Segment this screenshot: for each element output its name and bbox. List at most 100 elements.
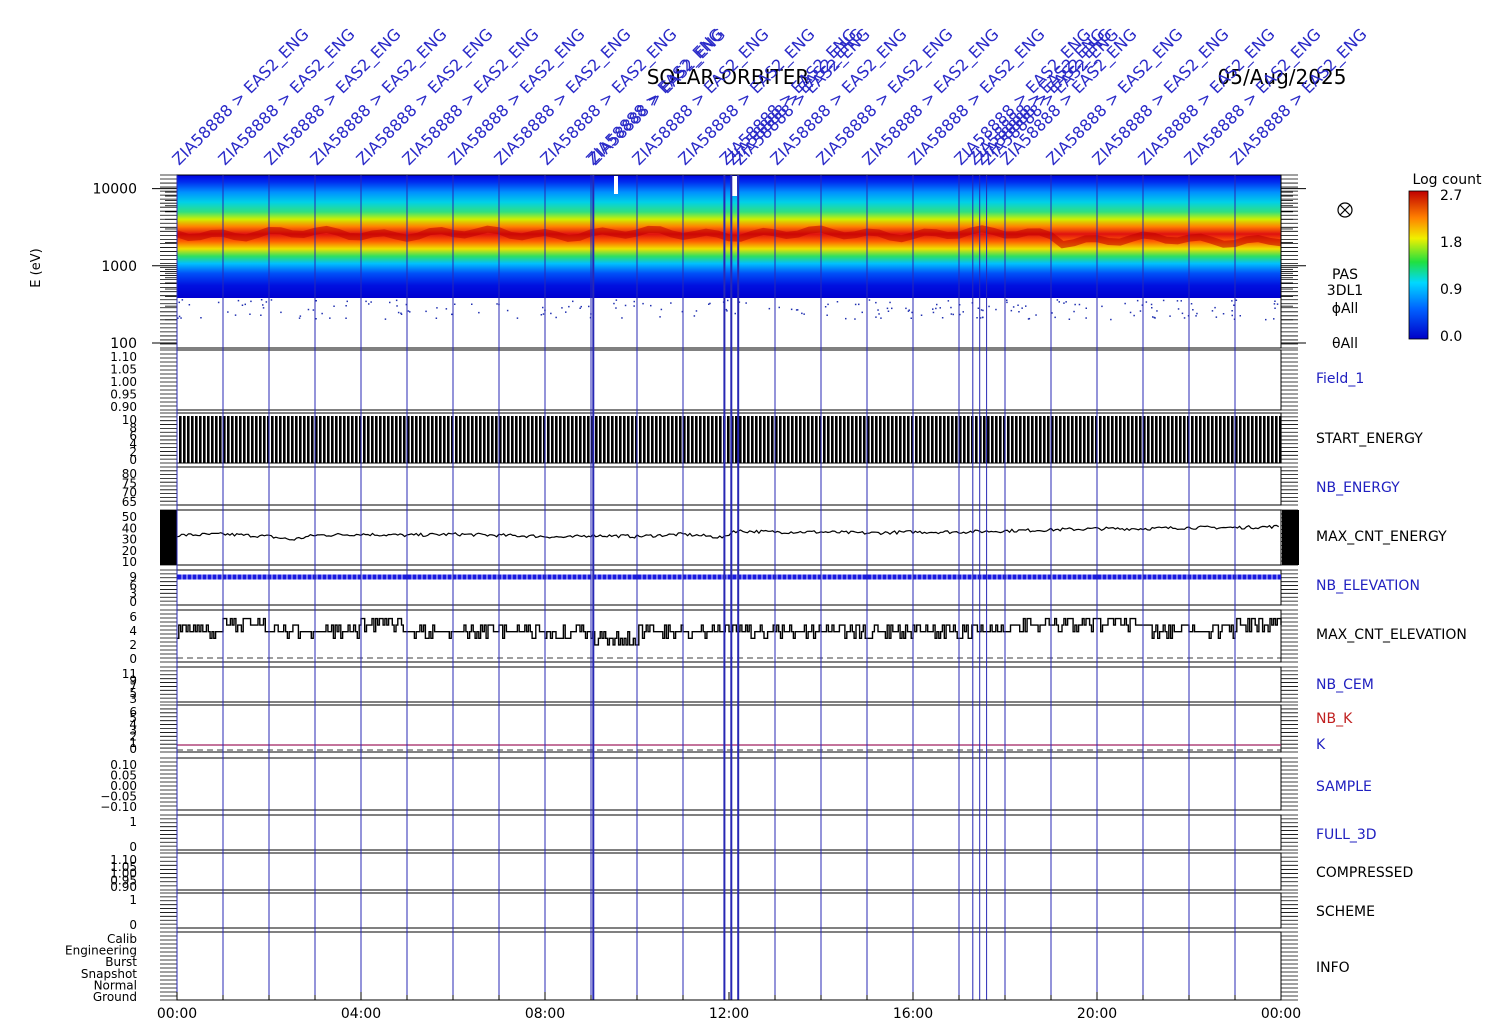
start-energy-bar (831, 416, 834, 463)
start-energy-bar (947, 416, 950, 463)
start-energy-bar (407, 416, 410, 463)
start-energy-bar (1059, 416, 1062, 463)
spectrogram-speck (910, 317, 912, 319)
start-energy-bar (851, 416, 854, 463)
spectrogram-speck (1169, 315, 1171, 317)
start-energy-bar (535, 416, 538, 463)
start-energy-bar (1131, 416, 1134, 463)
spectrogram-speck (1222, 313, 1225, 315)
spectrogram-speck (1196, 312, 1198, 315)
spectrogram-speck (1235, 299, 1238, 301)
start-energy-bar (827, 416, 830, 463)
start-energy-bar (183, 416, 186, 463)
spectrogram-speck (932, 311, 935, 314)
start-energy-bar (903, 416, 906, 463)
start-energy-bar (875, 416, 878, 463)
max-cnt-energy-line (176, 524, 1279, 541)
y-tick-label: Engineering (65, 944, 137, 958)
start-energy-bar (863, 416, 866, 463)
colorbar-title: Log count (1413, 172, 1482, 188)
start-energy-bar (1211, 416, 1214, 463)
start-energy-bar (1051, 416, 1054, 463)
spectrogram-speck (177, 317, 179, 319)
spectrogram-speck (1056, 299, 1059, 301)
spectrogram-speck (920, 314, 923, 316)
start-energy-bar (515, 416, 518, 463)
spectrogram-speck (407, 310, 410, 312)
spectrogram-speck (877, 309, 879, 311)
spectrogram-speck (932, 308, 934, 310)
spectrogram-speck (880, 317, 882, 319)
start-energy-bar (1279, 416, 1282, 463)
y-tick-label: 6 (129, 610, 137, 624)
spectrogram-speck (803, 313, 805, 315)
spectrogram-speck (778, 306, 780, 309)
start-energy-bar (1079, 416, 1082, 463)
start-energy-bar (271, 416, 274, 463)
y-tick-label: 1.00 (110, 867, 137, 881)
start-energy-bar (959, 416, 962, 463)
start-energy-bar (371, 416, 374, 463)
spectrogram-speck (889, 301, 891, 304)
start-energy-bar (275, 416, 278, 463)
start-energy-bar (1199, 416, 1202, 463)
spectrogram-speck (1006, 301, 1008, 304)
start-energy-bar (983, 416, 986, 463)
spectrogram-speck (260, 299, 263, 301)
start-energy-bar (611, 416, 614, 463)
start-energy-bar (951, 416, 954, 463)
spectrogram-speck (237, 299, 240, 302)
spectrogram-speck (471, 303, 473, 305)
spectrogram-speck (887, 310, 890, 312)
start-energy-bar (555, 416, 558, 463)
spectrogram-speck (454, 303, 456, 305)
y-tick-label: Ground (93, 990, 137, 1004)
spectrogram-speck (178, 301, 180, 304)
spectrogram-speck (451, 313, 453, 316)
start-energy-bar (1263, 416, 1266, 463)
spectrogram-speck (947, 300, 950, 302)
y-tick-label: 3 (129, 587, 137, 601)
start-energy-bar (711, 416, 714, 463)
spectrogram-speck (959, 313, 961, 316)
spectrogram-speck (345, 317, 347, 319)
colorbar-tick: 0.0 (1440, 329, 1462, 345)
panel-frame (176, 349, 1282, 411)
spectrogram-gap (614, 176, 618, 194)
start-energy-bar (215, 416, 218, 463)
start-energy-bar (1151, 416, 1154, 463)
start-energy-bar (627, 416, 630, 463)
spectrogram-speck (1156, 310, 1158, 312)
spectrogram-speck (345, 305, 347, 307)
start-energy-bar (915, 416, 918, 463)
colorbar-tick: 1.8 (1440, 235, 1462, 251)
start-energy-bar (643, 416, 646, 463)
start-energy-bar (403, 416, 406, 463)
start-energy-bar (587, 416, 590, 463)
spectrogram-speck (695, 310, 698, 312)
start-energy-bar (331, 416, 334, 463)
spectrogram-speck (1152, 316, 1154, 318)
spectrogram-speck (333, 305, 335, 307)
start-energy-bar (571, 416, 574, 463)
y-tick-label: 0.95 (110, 388, 137, 402)
start-energy-bar (1039, 416, 1042, 463)
start-energy-bar (475, 416, 478, 463)
y-tick-label: −0.05 (100, 790, 137, 804)
start-energy-bar (375, 416, 378, 463)
y-tick-label: Calib (107, 932, 137, 946)
start-energy-bar (539, 416, 542, 463)
spectrogram-speck (1192, 309, 1194, 311)
start-energy-bar (523, 416, 526, 463)
y-tick-label: 0 (129, 742, 137, 756)
start-energy-bar (547, 416, 550, 463)
start-energy-bar (955, 416, 958, 463)
start-energy-bar (1259, 416, 1262, 463)
start-energy-bar (1095, 416, 1098, 463)
spectrogram-speck (1110, 318, 1112, 321)
start-energy-bar (495, 416, 498, 463)
start-energy-bar (439, 416, 442, 463)
spectrogram-speck (878, 313, 880, 315)
spectrogram-speck (980, 309, 983, 311)
start-energy-bar (1103, 416, 1106, 463)
